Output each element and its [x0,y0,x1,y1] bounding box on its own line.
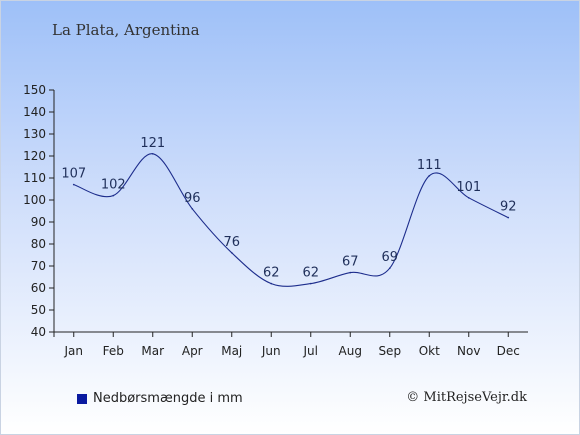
x-tick-label: Apr [182,344,203,358]
data-label: 96 [184,191,201,206]
y-tick-label: 80 [31,237,46,251]
y-tick-label: 70 [31,259,46,273]
data-label: 121 [140,136,165,151]
y-tick-label: 110 [23,171,46,185]
x-tick-label: Mar [141,344,164,358]
data-label: 67 [342,255,359,270]
y-tick-label: 140 [23,105,46,119]
data-label: 92 [500,200,517,215]
x-tick-label: Jun [261,344,281,358]
y-tick-label: 130 [23,127,46,141]
y-tick-label: 150 [23,83,46,97]
data-label: 102 [101,178,126,193]
chart-title: La Plata, Argentina [52,21,200,39]
data-point [191,208,194,210]
y-tick-label: 90 [31,215,46,229]
data-point [112,194,115,197]
data-label: 101 [456,180,481,195]
series-line [73,153,509,287]
x-tick-label: Okt [419,344,440,358]
data-point [230,252,233,254]
data-point [270,282,273,285]
x-tick-label: Nov [457,344,480,358]
y-tick-label: 50 [31,303,46,317]
data-point [467,197,470,199]
x-tick-label: Jan [64,344,84,358]
legend-swatch [77,393,87,404]
data-label: 76 [223,235,240,250]
legend-label: Nedbørsmængde i mm [93,391,243,406]
x-tick-label: Aug [339,344,362,358]
legend: Nedbørsmængde i mm [77,391,243,406]
data-point [428,175,431,177]
y-tick-label: 40 [31,325,46,339]
data-point [151,153,154,155]
x-tick-label: Feb [103,344,124,358]
data-label: 107 [61,167,86,182]
y-tick-label: 100 [23,193,46,207]
data-point [507,216,510,219]
x-tick-label: Maj [221,344,242,358]
data-label: 69 [381,250,398,265]
data-point [349,271,352,274]
x-tick-label: Sep [378,344,401,358]
x-tick-label: Dec [497,344,520,358]
y-tick-label: 120 [23,149,46,163]
y-tick-label: 60 [31,281,46,295]
data-label: 111 [417,158,442,173]
data-label: 62 [263,266,280,281]
data-point [72,183,75,186]
x-tick-label: Jul [303,344,318,358]
data-point [388,267,391,270]
data-label: 62 [302,266,319,281]
data-point [309,282,312,285]
credit-text: © MitRejseVejr.dk [406,390,527,405]
